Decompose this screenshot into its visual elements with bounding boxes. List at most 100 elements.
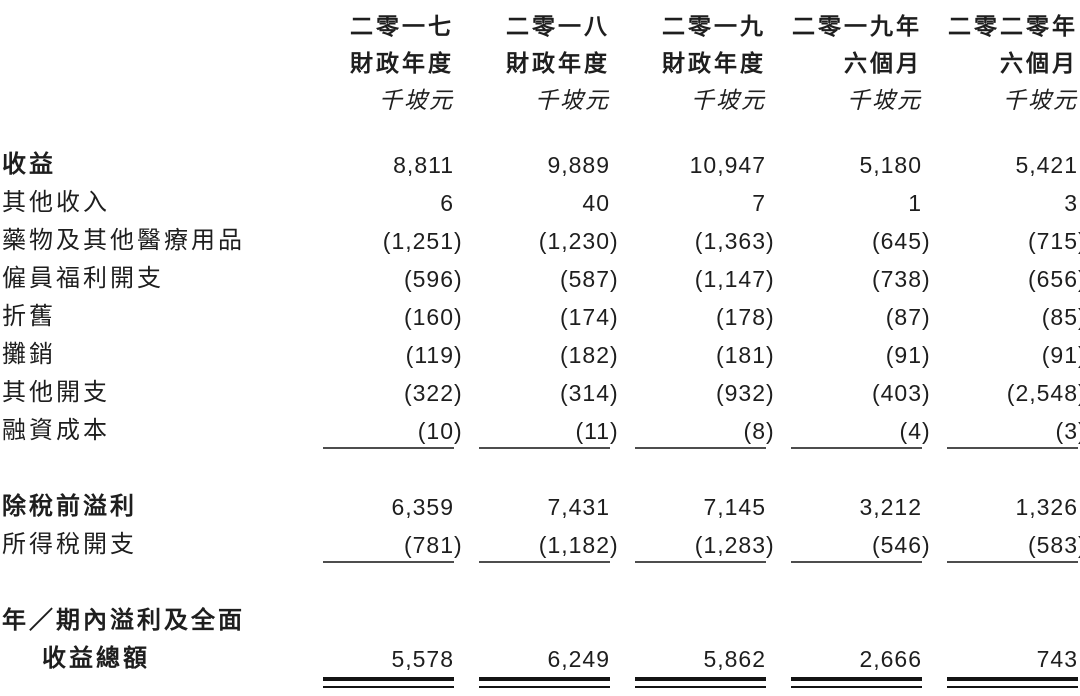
value-cell [947, 602, 1078, 640]
value-cell: (181) [715, 342, 775, 368]
column-header-unit: 千坡元 [847, 88, 922, 113]
column-header-unit: 千坡元 [535, 88, 610, 113]
value-cell: 5,180 [859, 152, 922, 178]
value-cell: 3 [1064, 190, 1078, 216]
row-label: 其他開支 [2, 379, 110, 406]
value-cell: 40 [582, 190, 610, 216]
column-header-unit: 千坡元 [1003, 88, 1078, 113]
value-cell: 2,666 [791, 640, 922, 688]
value-cell: (583) [947, 526, 1080, 564]
value-cell: (87) [885, 304, 931, 330]
column-header-year: 二零二零年 [948, 13, 1078, 39]
value-cell: (403) [871, 380, 931, 406]
table-row: 收益總額 5,578 6,249 5,862 2,666 743 [0, 640, 1080, 688]
column-header-unit: 千坡元 [691, 88, 766, 113]
table-body: 收益 8,811 9,889 10,947 5,180 5,421 其他收入 6 40 7 1 3 藥物… [0, 146, 1080, 688]
table-row: 所得稅開支 (781) (1,182) (1,283) (546) (583) [0, 526, 1080, 564]
table-row: 年／期內溢利及全面 [0, 602, 1080, 640]
value-cell: 6 [440, 190, 454, 216]
row-label: 收益 [2, 151, 56, 178]
value-cell: (91) [885, 342, 931, 368]
header-label-empty [0, 45, 298, 82]
value-cell: 5,862 [635, 640, 766, 688]
value-cell: (3) [947, 412, 1080, 450]
value-cell: 1,326 [1015, 494, 1078, 520]
value-cell: (656) [1027, 266, 1080, 292]
row-label: 折舊 [2, 303, 56, 330]
table-row: 其他收入 6 40 7 1 3 [0, 184, 1080, 222]
value-cell: (8) [635, 412, 774, 450]
value-cell: (1,230) [538, 228, 619, 254]
value-cell: 5,578 [323, 640, 454, 688]
value-cell: (738) [871, 266, 931, 292]
value-cell: (715) [1027, 228, 1080, 254]
value-cell: (11) [479, 412, 618, 450]
value-cell: 8,811 [393, 152, 454, 178]
column-header-period: 財政年度 [662, 50, 766, 76]
table-row: 其他開支 (322) (314) (932) (403) (2,548) [0, 374, 1080, 412]
value-cell: (781) [323, 526, 462, 564]
value-cell: 7,431 [547, 494, 610, 520]
column-header-period: 財政年度 [350, 50, 454, 76]
header-row-unit: 千坡元 千坡元 千坡元 千坡元 千坡元 [0, 82, 1080, 119]
value-cell: (182) [559, 342, 619, 368]
value-cell: (587) [559, 266, 619, 292]
value-cell: (1,363) [694, 228, 775, 254]
spacer-row [0, 564, 1080, 602]
header-label-empty [0, 8, 298, 45]
row-label: 年／期內溢利及全面 [2, 607, 245, 634]
column-header-period: 財政年度 [506, 50, 610, 76]
row-label: 所得稅開支 [2, 531, 137, 558]
value-cell: 1 [908, 190, 922, 216]
column-header-year: 二零一九 [662, 13, 766, 39]
table-row: 攤銷 (119) (182) (181) (91) (91) [0, 336, 1080, 374]
value-cell: 7,145 [703, 494, 766, 520]
column-header-year: 二零一九年 [792, 13, 922, 39]
value-cell: (10) [323, 412, 462, 450]
column-header-year: 二零一七 [350, 13, 454, 39]
row-label: 藥物及其他醫療用品 [2, 227, 245, 254]
value-cell: (314) [559, 380, 619, 406]
value-cell: (546) [791, 526, 930, 564]
table-row: 僱員福利開支 (596) (587) (1,147) (738) (656) [0, 260, 1080, 298]
value-cell: (174) [559, 304, 619, 330]
value-cell: (4) [791, 412, 930, 450]
value-cell: 743 [947, 640, 1078, 688]
value-cell: (596) [403, 266, 463, 292]
value-cell: (1,251) [382, 228, 463, 254]
value-cell: (322) [403, 380, 463, 406]
row-label: 僱員福利開支 [2, 265, 164, 292]
table-row: 收益 8,811 9,889 10,947 5,180 5,421 [0, 146, 1080, 184]
row-label: 收益總額 [42, 645, 150, 672]
value-cell: (91) [1041, 342, 1080, 368]
value-cell: 6,359 [391, 494, 454, 520]
table-row: 融資成本 (10) (11) (8) (4) (3) [0, 412, 1080, 450]
value-cell: (178) [715, 304, 775, 330]
value-cell: (1,182) [479, 526, 618, 564]
value-cell: (119) [405, 342, 463, 368]
value-cell: (2,548) [1006, 380, 1080, 406]
table-row: 折舊 (160) (174) (178) (87) (85) [0, 298, 1080, 336]
column-header-period: 六個月 [1000, 50, 1078, 76]
value-cell [635, 602, 766, 640]
value-cell: (1,283) [635, 526, 774, 564]
value-cell [791, 602, 922, 640]
value-cell: (932) [715, 380, 775, 406]
value-cell: 7 [752, 190, 766, 216]
value-cell: 5,421 [1015, 152, 1078, 178]
value-cell [323, 602, 454, 640]
value-cell: 3,212 [859, 494, 922, 520]
value-cell: 10,947 [689, 152, 766, 178]
header-body-gap [0, 119, 1080, 146]
value-cell: 9,889 [547, 152, 610, 178]
table-row: 藥物及其他醫療用品 (1,251) (1,230) (1,363) (645) (715) [0, 222, 1080, 260]
row-label: 融資成本 [2, 417, 110, 444]
value-cell: (85) [1041, 304, 1080, 330]
spacer-row [0, 450, 1080, 488]
header-label-empty [0, 82, 298, 119]
row-label: 攤銷 [2, 341, 56, 368]
header-row-year: 二零一七 二零一八 二零一九 二零一九年 二零二零年 [0, 8, 1080, 45]
header-row-period: 財政年度 財政年度 財政年度 六個月 六個月 [0, 45, 1080, 82]
row-label: 其他收入 [2, 189, 110, 216]
